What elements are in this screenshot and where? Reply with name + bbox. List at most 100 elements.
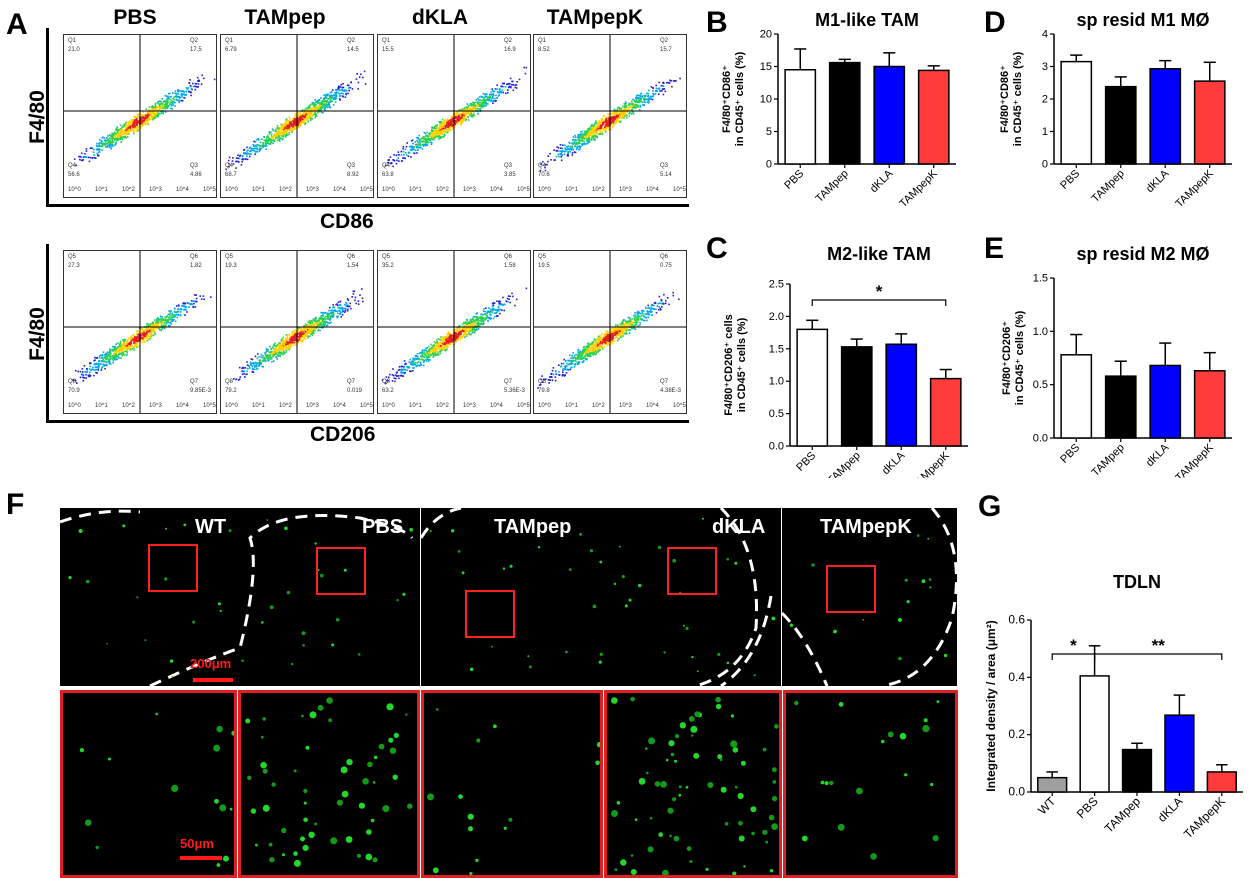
density-event xyxy=(579,136,581,138)
density-event xyxy=(623,106,626,109)
density-event xyxy=(163,103,166,106)
density-event xyxy=(285,121,287,123)
density-event xyxy=(265,143,267,145)
density-event xyxy=(304,111,306,114)
density-event xyxy=(98,142,101,145)
density-event xyxy=(612,125,614,128)
density-event xyxy=(324,315,327,318)
density-event xyxy=(170,323,173,325)
density-event xyxy=(168,316,171,319)
density-event xyxy=(633,105,635,107)
density-event xyxy=(636,94,639,96)
density-event xyxy=(654,93,657,95)
density-event xyxy=(631,103,633,106)
density-event xyxy=(481,96,484,98)
density-event xyxy=(129,127,132,130)
density-event xyxy=(288,124,290,127)
density-event xyxy=(577,134,579,137)
density-event xyxy=(319,329,321,332)
density-event xyxy=(311,102,314,104)
density-event xyxy=(408,145,411,148)
density-event xyxy=(110,357,112,360)
density-event xyxy=(175,98,178,101)
density-event xyxy=(287,129,290,131)
density-event xyxy=(153,325,155,327)
density-event xyxy=(329,95,331,97)
density-event xyxy=(263,139,266,141)
density-event xyxy=(441,133,443,135)
density-event xyxy=(417,141,419,143)
density-event xyxy=(124,340,127,342)
density-event xyxy=(187,302,190,305)
density-event xyxy=(156,327,158,330)
density-event xyxy=(173,316,175,318)
density-event xyxy=(137,116,139,118)
density-event xyxy=(473,114,476,117)
density-event xyxy=(255,138,258,141)
density-event xyxy=(422,136,424,138)
density-event xyxy=(184,314,186,316)
density-event xyxy=(131,118,134,121)
density-event xyxy=(98,138,101,141)
density-event xyxy=(156,318,159,320)
quadrant-label: 68.7 xyxy=(225,172,237,178)
density-event xyxy=(94,363,97,365)
density-event xyxy=(603,126,606,128)
density-event xyxy=(575,139,577,141)
density-event xyxy=(392,165,394,168)
density-event xyxy=(137,128,140,131)
density-event xyxy=(308,110,310,113)
density-event xyxy=(302,331,305,333)
density-event xyxy=(304,335,307,338)
density-event xyxy=(320,106,323,109)
density-event xyxy=(305,116,307,119)
density-event xyxy=(314,115,317,117)
density-event xyxy=(164,316,167,319)
density-event xyxy=(612,118,614,120)
density-event xyxy=(146,327,149,329)
density-event xyxy=(569,151,571,153)
density-event xyxy=(119,129,122,131)
density-event xyxy=(287,124,289,127)
density-event xyxy=(647,99,650,102)
density-event xyxy=(348,86,351,89)
density-event xyxy=(588,138,591,141)
density-event xyxy=(434,127,437,130)
density-event xyxy=(146,119,148,122)
density-event xyxy=(238,378,241,381)
density-event xyxy=(179,90,182,93)
density-event xyxy=(479,108,482,110)
density-event xyxy=(155,320,158,323)
density-event xyxy=(581,134,583,136)
density-event xyxy=(133,342,135,344)
density-event xyxy=(133,349,135,351)
density-event xyxy=(293,127,295,130)
density-event xyxy=(177,89,180,92)
density-event xyxy=(123,350,126,353)
density-event xyxy=(587,133,590,135)
density-event xyxy=(142,339,145,341)
density-event xyxy=(591,134,593,137)
density-event xyxy=(291,129,294,132)
density-event xyxy=(311,334,314,336)
flow-x-tick-label: 10^0 xyxy=(68,187,81,193)
density-event xyxy=(447,131,449,133)
density-event xyxy=(473,107,475,110)
density-event xyxy=(389,156,392,158)
density-event xyxy=(452,128,454,130)
density-event xyxy=(252,363,255,365)
density-event xyxy=(157,324,159,327)
density-event xyxy=(444,125,447,128)
density-event xyxy=(447,122,450,125)
density-event xyxy=(137,338,140,340)
density-event xyxy=(181,305,183,307)
density-event xyxy=(647,102,650,104)
density-event xyxy=(486,98,489,101)
density-event xyxy=(284,136,287,138)
density-event xyxy=(496,97,498,99)
density-event xyxy=(147,117,150,119)
density-event xyxy=(195,85,197,88)
density-event xyxy=(638,101,641,104)
density-event xyxy=(135,127,137,130)
density-event xyxy=(122,125,125,128)
